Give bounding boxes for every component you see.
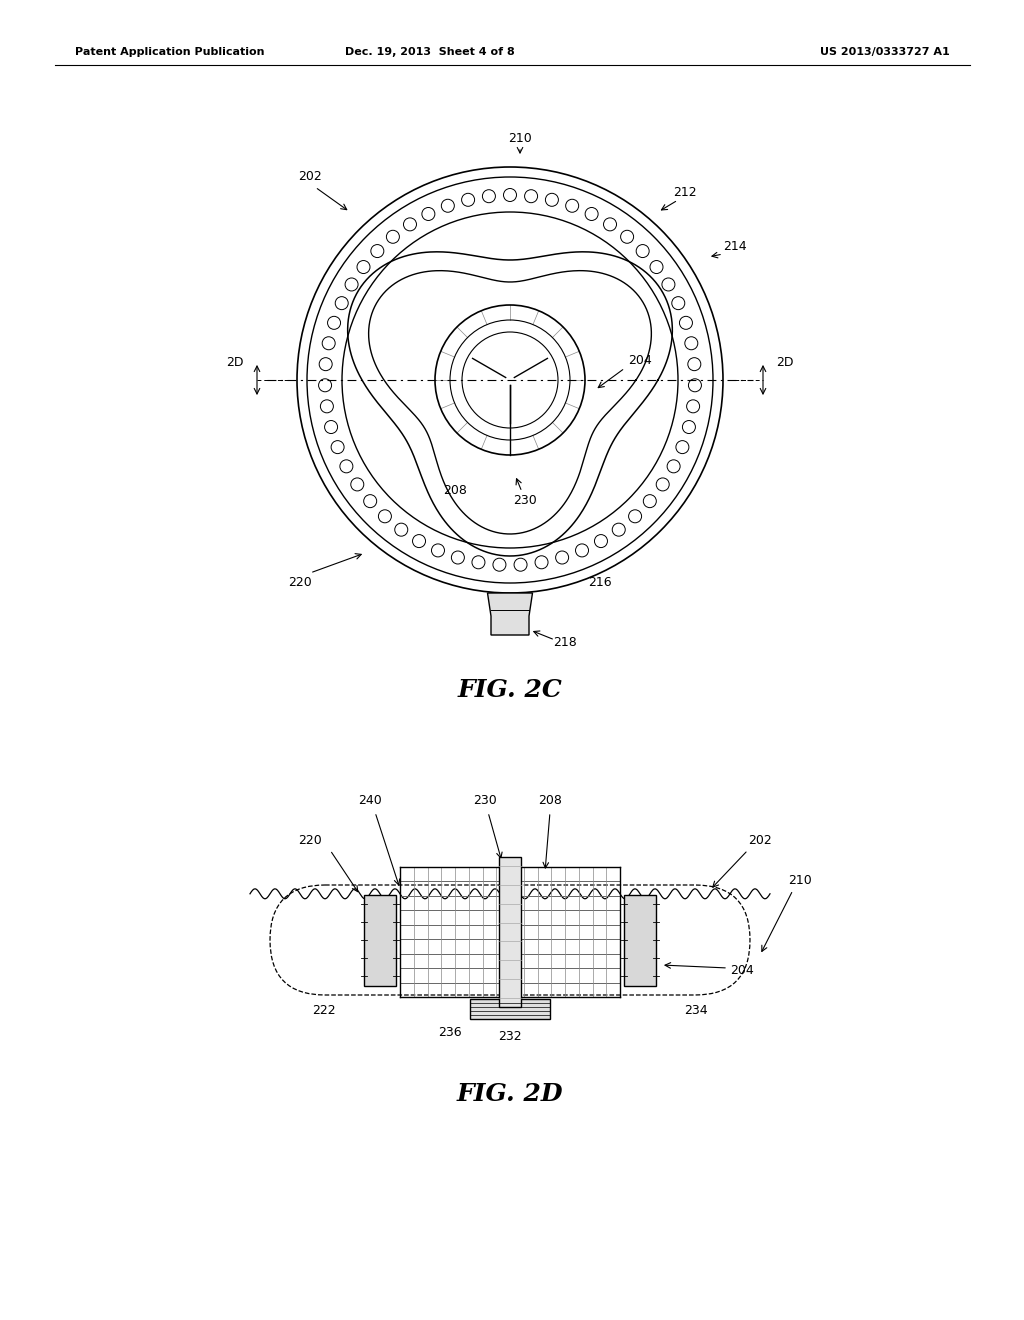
FancyBboxPatch shape bbox=[470, 999, 550, 1019]
FancyBboxPatch shape bbox=[364, 895, 396, 986]
Polygon shape bbox=[487, 593, 532, 635]
Text: 208: 208 bbox=[538, 793, 562, 807]
Text: 202: 202 bbox=[298, 170, 322, 183]
Text: 202: 202 bbox=[749, 833, 772, 846]
Text: 220: 220 bbox=[288, 577, 312, 590]
Text: 222: 222 bbox=[312, 1005, 336, 1016]
Text: 232: 232 bbox=[499, 1031, 522, 1044]
Text: US 2013/0333727 A1: US 2013/0333727 A1 bbox=[820, 48, 950, 57]
Text: 210: 210 bbox=[508, 132, 531, 145]
Text: 230: 230 bbox=[513, 494, 537, 507]
Text: Dec. 19, 2013  Sheet 4 of 8: Dec. 19, 2013 Sheet 4 of 8 bbox=[345, 48, 515, 57]
Text: 204: 204 bbox=[628, 354, 652, 367]
FancyBboxPatch shape bbox=[624, 895, 656, 986]
Text: 210: 210 bbox=[788, 874, 812, 887]
Text: 234: 234 bbox=[684, 1005, 708, 1016]
Text: 220: 220 bbox=[298, 833, 322, 846]
Text: 2D: 2D bbox=[776, 355, 794, 368]
Text: 204: 204 bbox=[730, 964, 754, 977]
Text: 230: 230 bbox=[473, 793, 497, 807]
Text: 208: 208 bbox=[443, 483, 467, 496]
Text: 216: 216 bbox=[588, 577, 611, 590]
Text: 218: 218 bbox=[553, 636, 577, 649]
Text: 212: 212 bbox=[673, 186, 696, 198]
Text: 240: 240 bbox=[358, 793, 382, 807]
Text: FIG. 2C: FIG. 2C bbox=[458, 678, 562, 702]
FancyBboxPatch shape bbox=[499, 857, 521, 1007]
Text: Patent Application Publication: Patent Application Publication bbox=[75, 48, 264, 57]
Text: 214: 214 bbox=[723, 240, 746, 253]
Text: 236: 236 bbox=[438, 1026, 462, 1039]
Text: 2D: 2D bbox=[226, 355, 244, 368]
Text: FIG. 2D: FIG. 2D bbox=[457, 1082, 563, 1106]
